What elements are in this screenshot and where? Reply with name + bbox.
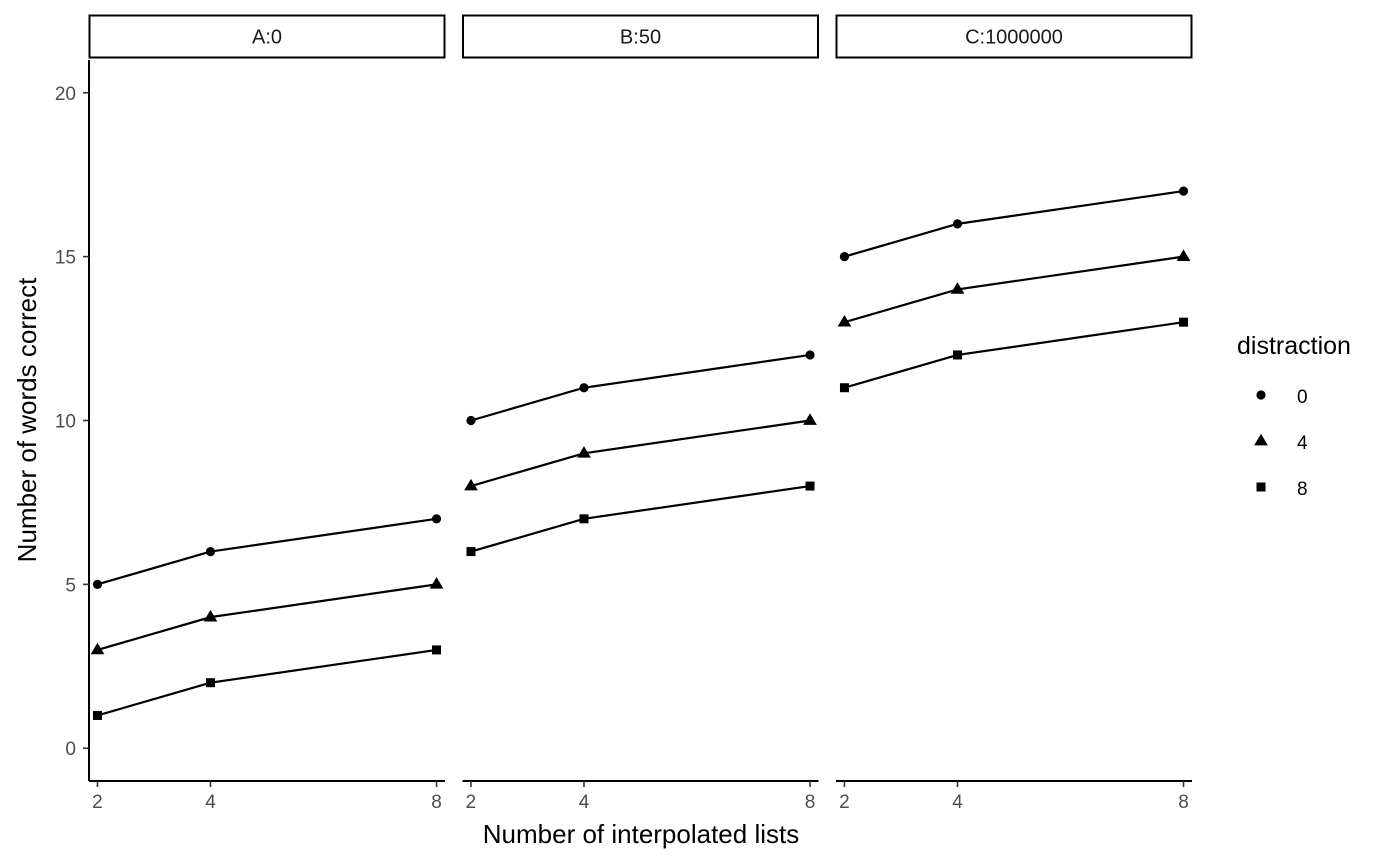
series-distraction-8: [92, 645, 442, 720]
legend-key: [1256, 390, 1266, 400]
facet-strip: [88, 14, 446, 59]
data-point: [466, 547, 476, 557]
facet-strip: [462, 14, 819, 59]
series-line: [470, 419, 811, 488]
data-point: [92, 579, 103, 589]
y-axis-title: Number of words correct: [12, 277, 42, 562]
data-point: [839, 383, 849, 393]
series-line: [844, 255, 1184, 324]
data-point: [90, 642, 105, 655]
x-tick-label: 4: [579, 792, 590, 813]
x-tick-label: 4: [205, 792, 216, 813]
data-point: [805, 481, 815, 491]
x-tick-label: 8: [805, 792, 816, 813]
series-distraction-8: [839, 317, 1189, 393]
y-axis: 0 5 10 15 20: [55, 60, 90, 781]
x-tick-label: 8: [431, 792, 442, 813]
y-tick-label: 10: [55, 412, 76, 433]
facet-strip: [835, 14, 1193, 59]
facet-strip-label: A:0: [252, 27, 282, 49]
legend-label: 0: [1297, 387, 1308, 408]
series-line: [97, 583, 437, 651]
series-distraction-0: [466, 350, 815, 426]
facet-strip-label: C:1000000: [965, 27, 1063, 49]
data-point: [92, 710, 102, 720]
data-point: [203, 609, 218, 622]
x-tick-label: 4: [952, 792, 963, 813]
data-point: [432, 645, 442, 655]
legend: distraction 0 4 8: [1237, 332, 1351, 500]
series-line: [470, 484, 811, 553]
legend-entry-8: 8: [1256, 479, 1308, 500]
facet-panel-1: A:0 2 4 8: [88, 14, 446, 813]
data-point: [839, 252, 850, 262]
data-point: [577, 446, 591, 458]
facet-panels: A:0 2 4 8 B:50 2 4 8 C:1000000 2 4 8: [88, 14, 1193, 813]
series-distraction-0: [92, 514, 442, 589]
legend-label: 8: [1297, 479, 1308, 500]
x-tick-label: 8: [1178, 792, 1189, 813]
facet-panel-3: C:1000000 2 4 8: [835, 14, 1193, 813]
data-point: [205, 546, 216, 557]
data-point: [837, 314, 852, 327]
data-point: [805, 350, 815, 360]
x-tick-label: 2: [466, 792, 477, 813]
series-line: [97, 517, 437, 586]
series-distraction-4: [837, 249, 1191, 327]
facet-panel-2: B:50 2 4 8: [462, 14, 819, 813]
data-point: [431, 514, 442, 524]
data-point: [952, 219, 963, 229]
y-tick-label: 15: [55, 248, 76, 269]
x-tick-label: 2: [839, 792, 850, 813]
data-point: [1178, 186, 1189, 196]
series-distraction-4: [90, 577, 444, 655]
legend-label: 4: [1297, 433, 1308, 454]
data-point: [466, 415, 476, 426]
legend-key: [1256, 482, 1266, 492]
series-line: [470, 353, 811, 422]
data-point: [950, 282, 965, 294]
series-line: [844, 190, 1184, 258]
data-point: [1179, 317, 1189, 327]
data-point: [464, 478, 478, 491]
x-axis-title: Number of interpolated lists: [483, 819, 799, 849]
facet-strip-label: B:50: [620, 27, 661, 49]
series-distraction-8: [466, 481, 815, 557]
series-line: [844, 321, 1184, 389]
y-tick-label: 5: [65, 575, 76, 596]
data-point: [1176, 249, 1191, 261]
legend-title: distraction: [1237, 332, 1351, 360]
legend-key: [1254, 433, 1268, 446]
data-point: [803, 413, 817, 425]
y-tick-label: 0: [65, 739, 76, 760]
series-distraction-4: [464, 413, 817, 491]
x-tick-label: 2: [92, 792, 103, 813]
data-point: [952, 350, 962, 360]
data-point: [429, 577, 444, 589]
series-distraction-0: [839, 186, 1189, 262]
y-tick-label: 20: [55, 84, 76, 105]
data-point: [205, 678, 215, 688]
legend-entry-4: 4: [1254, 433, 1308, 454]
legend-entry-0: 0: [1256, 387, 1308, 408]
data-point: [579, 383, 589, 393]
series-line: [97, 648, 437, 717]
data-point: [579, 514, 589, 524]
